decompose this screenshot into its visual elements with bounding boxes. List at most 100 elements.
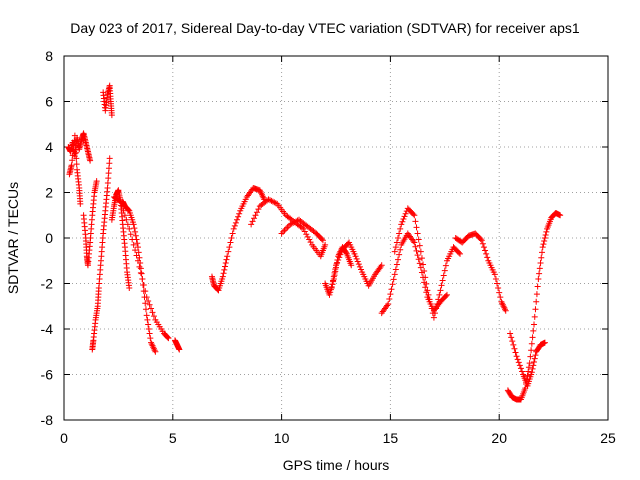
data-point — [145, 326, 152, 332]
data-point — [523, 380, 530, 387]
data-point — [495, 285, 502, 292]
data-point — [395, 256, 402, 263]
data-point — [148, 305, 155, 312]
plot-frame — [63, 55, 609, 421]
series-arc-d — [89, 155, 113, 353]
data-point — [413, 224, 420, 231]
data-point — [69, 157, 76, 164]
data-point — [145, 297, 152, 304]
data-point — [220, 270, 227, 277]
data-point — [387, 291, 394, 298]
data-point — [496, 289, 503, 296]
x-axis-label: GPS time / hours — [283, 457, 390, 473]
data-point — [528, 347, 535, 354]
data-point — [420, 261, 427, 268]
data-point — [126, 225, 133, 232]
data-point — [136, 263, 143, 270]
data-point — [332, 266, 339, 273]
data-point — [513, 353, 520, 360]
series-arc-a — [65, 130, 94, 164]
data-point — [417, 248, 424, 255]
data-point — [432, 310, 439, 317]
data-point — [134, 240, 141, 247]
data-point — [121, 212, 128, 219]
data-point — [143, 294, 150, 301]
y-tick-label: -4 — [41, 321, 54, 337]
data-point — [139, 275, 146, 282]
data-point — [280, 228, 287, 235]
data-point — [120, 207, 127, 214]
data-point — [223, 256, 230, 263]
data-point — [531, 358, 538, 365]
data-point — [132, 228, 139, 235]
data-point — [73, 155, 80, 162]
data-point — [484, 254, 491, 261]
data-point — [438, 282, 445, 289]
data-point — [412, 218, 419, 225]
data-point — [519, 368, 526, 375]
series-arc-j — [208, 184, 268, 294]
data-point — [537, 260, 544, 267]
data-point — [427, 300, 434, 307]
data-point — [393, 261, 400, 268]
series-arc-n — [328, 239, 385, 292]
data-point — [226, 244, 233, 251]
data-point — [412, 243, 419, 250]
data-point — [517, 365, 524, 372]
data-point — [541, 339, 548, 346]
data-point — [176, 346, 183, 353]
data-point — [399, 218, 406, 225]
data-point — [529, 334, 536, 341]
data-point — [423, 280, 430, 287]
data-point — [235, 213, 242, 220]
data-point — [249, 218, 256, 225]
data-point — [393, 239, 400, 246]
data-point — [355, 261, 362, 268]
data-point — [329, 281, 336, 288]
data-point — [508, 334, 515, 341]
data-point — [532, 306, 539, 313]
data-point — [479, 240, 486, 247]
data-point — [318, 236, 325, 243]
data-point — [539, 244, 546, 251]
data-point — [430, 314, 437, 321]
data-point — [391, 271, 398, 278]
data-point — [87, 157, 94, 164]
data-point — [516, 362, 523, 369]
data-point — [542, 231, 549, 238]
data-point — [284, 224, 291, 231]
data-point — [77, 200, 84, 207]
data-point — [358, 266, 365, 273]
data-point — [400, 216, 407, 223]
x-tick-label: 25 — [600, 430, 616, 446]
data-point — [514, 356, 521, 363]
x-tick-label: 20 — [491, 430, 507, 446]
data-point — [72, 138, 79, 145]
data-point — [336, 254, 343, 261]
data-point — [515, 359, 522, 366]
series-arc-i — [171, 337, 183, 353]
data-point — [457, 250, 464, 257]
data-point — [440, 272, 447, 279]
data-point — [533, 298, 540, 305]
data-point — [68, 162, 75, 169]
data-point — [402, 210, 409, 217]
data-point — [483, 250, 490, 257]
data-point — [410, 211, 417, 218]
data-point — [386, 296, 393, 303]
data-point — [222, 260, 229, 267]
data-point — [528, 369, 535, 376]
data-point — [251, 215, 258, 222]
data-point — [416, 260, 423, 267]
data-point — [414, 230, 421, 237]
y-tick-label: 4 — [45, 139, 53, 155]
data-point — [422, 274, 429, 281]
data-point — [149, 309, 156, 316]
series-arc-l — [278, 216, 326, 244]
data-point — [219, 273, 226, 280]
data-point — [106, 155, 113, 162]
data-point — [540, 241, 547, 248]
data-point — [353, 255, 360, 262]
data-point — [278, 230, 285, 237]
data-point — [531, 313, 538, 320]
